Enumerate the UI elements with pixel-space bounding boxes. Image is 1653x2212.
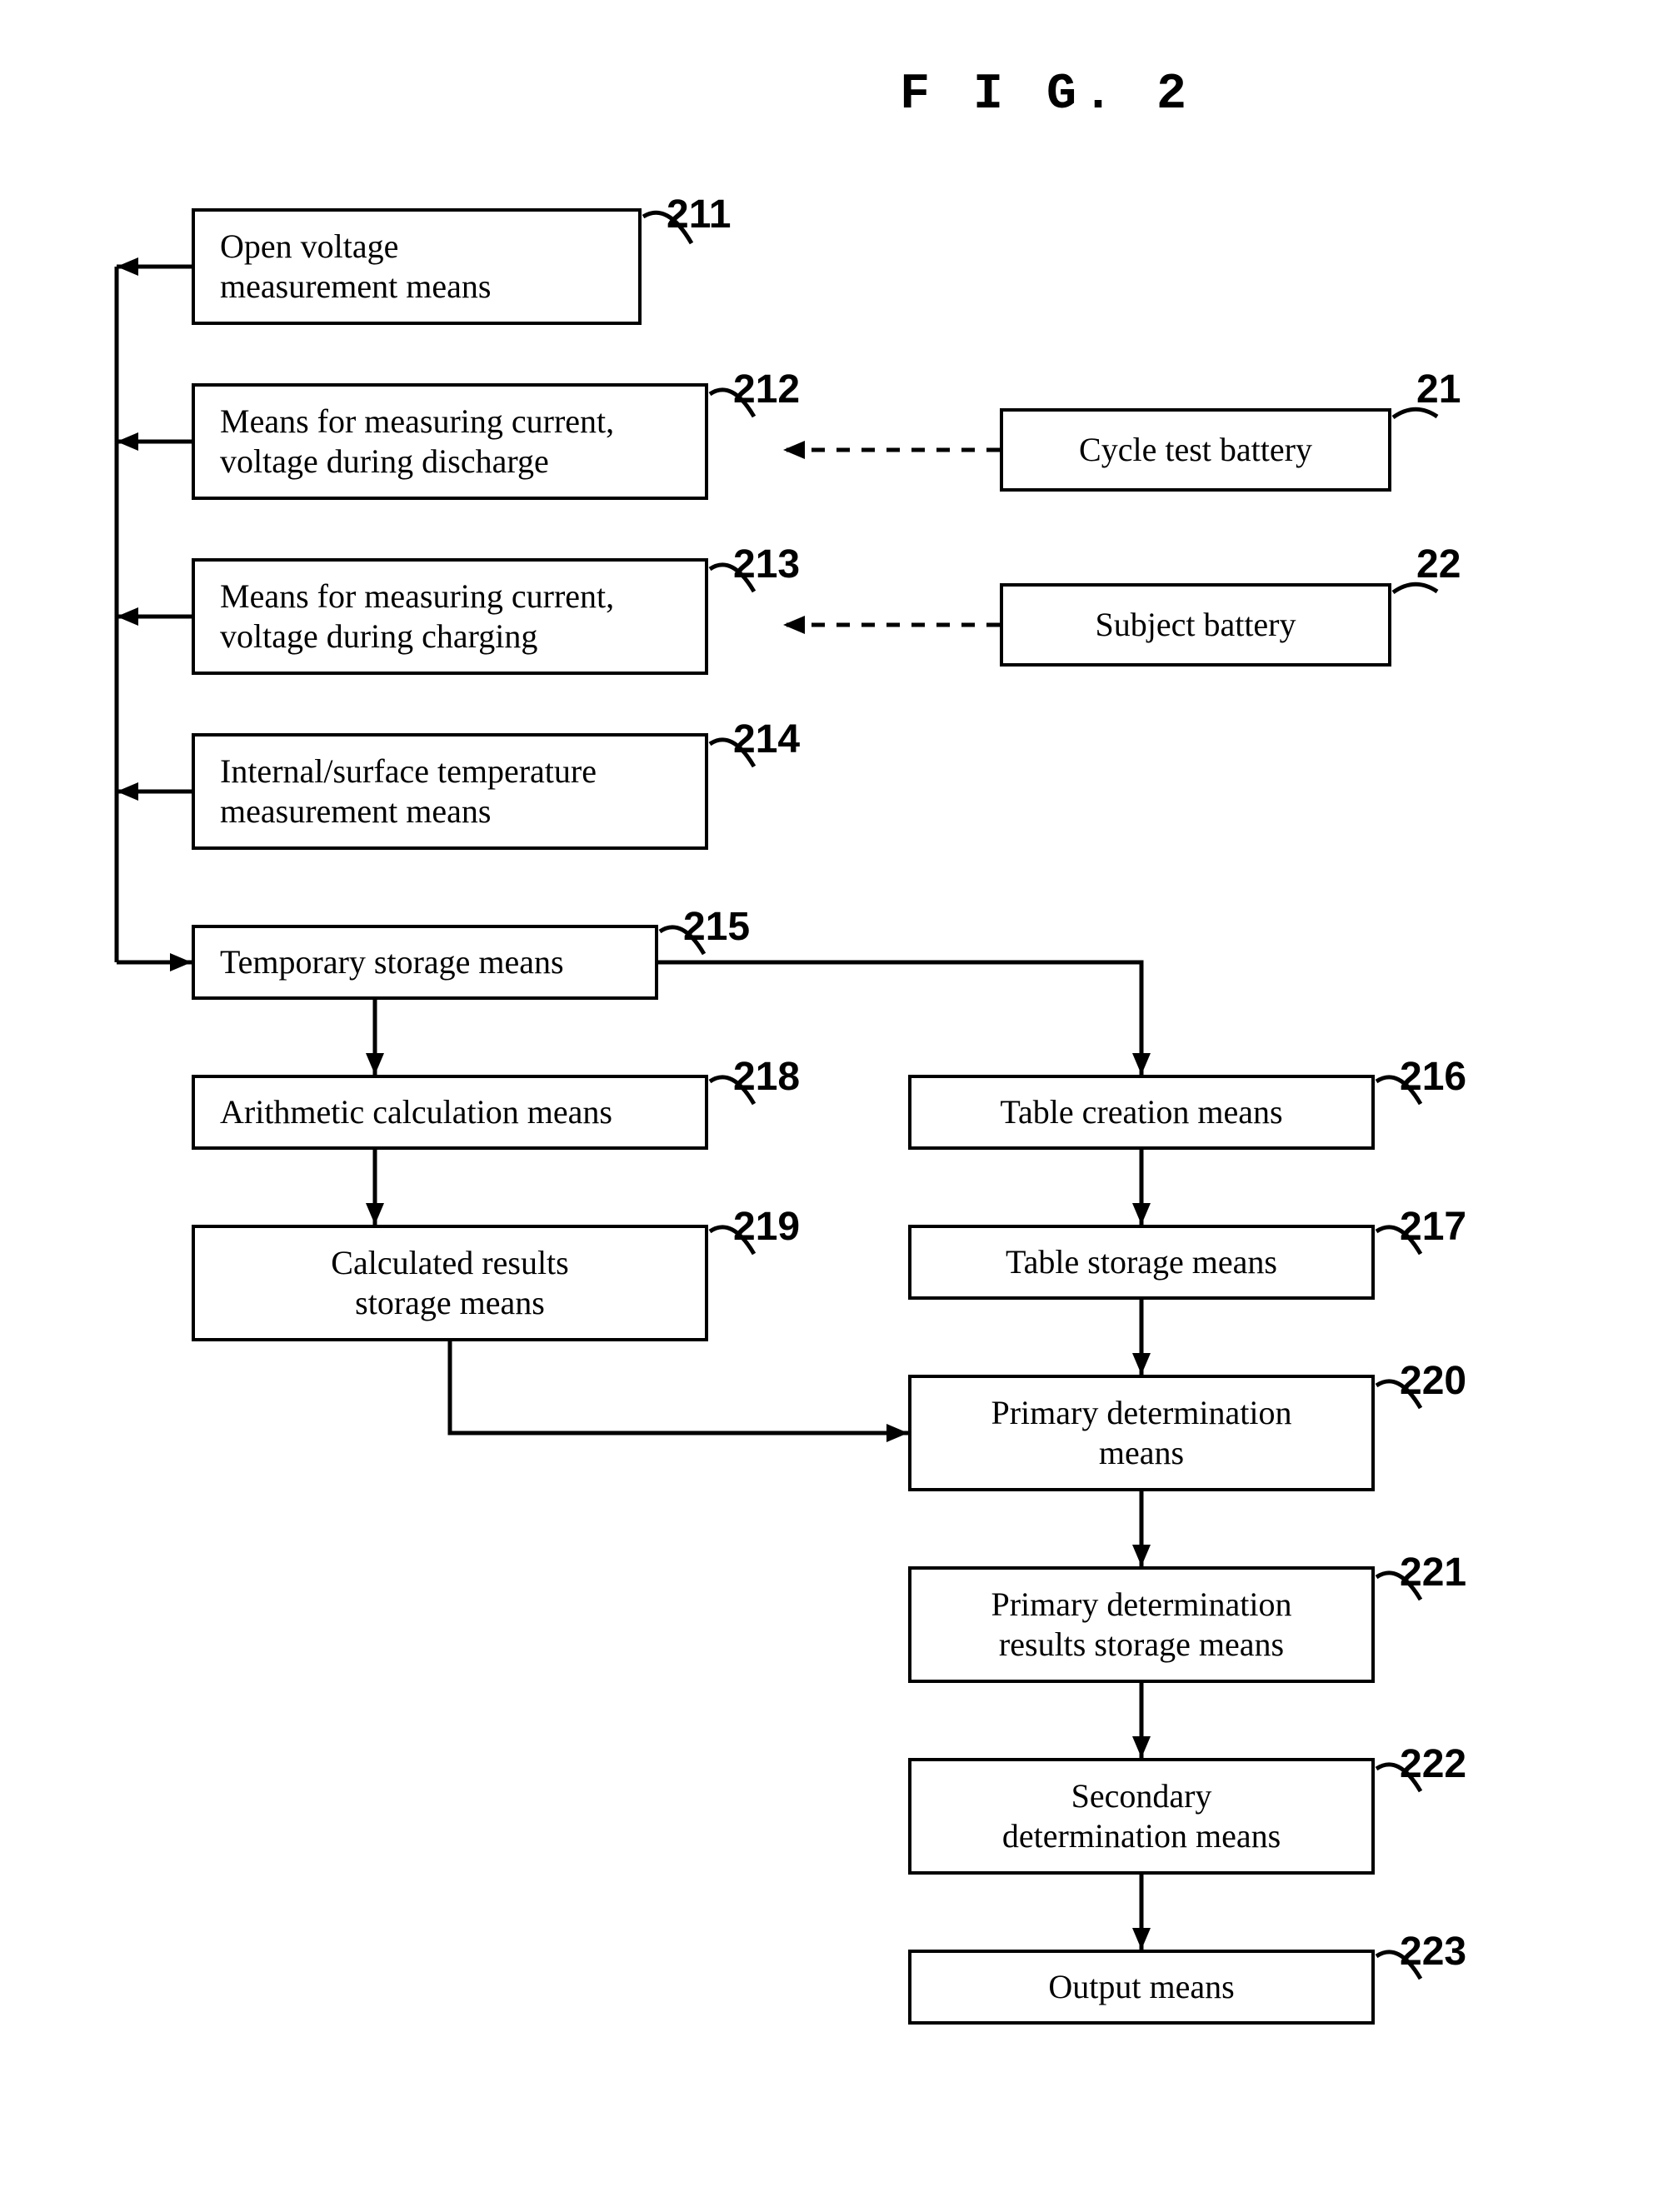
node-label: Open voltagemeasurement means [220,227,491,307]
node-n213: Means for measuring current,voltage duri… [192,558,708,675]
node-n215: Temporary storage means [192,925,658,1000]
figure-title: F I G. 2 [900,67,1193,123]
node-label: Table creation means [1000,1092,1282,1132]
ref-212: 212 [733,367,800,412]
node-n220: Primary determinationmeans [908,1375,1375,1491]
ref-222: 222 [1400,1741,1466,1787]
ref-216: 216 [1400,1054,1466,1100]
node-label: Calculated resultsstorage means [331,1243,568,1323]
node-label: Cycle test battery [1079,430,1312,470]
node-label: Internal/surface temperaturemeasurement … [220,751,597,831]
node-n217: Table storage means [908,1225,1375,1300]
node-label: Primary determinationresults storage mea… [991,1585,1291,1665]
ref-214: 214 [733,717,800,762]
node-n22: Subject battery [1000,583,1391,667]
node-n223: Output means [908,1950,1375,2025]
ref-220: 220 [1400,1358,1466,1404]
ref-221: 221 [1400,1550,1466,1595]
node-label: Output means [1048,1967,1234,2007]
node-n222: Secondarydetermination means [908,1758,1375,1875]
ref-213: 213 [733,542,800,587]
node-n212: Means for measuring current,voltage duri… [192,383,708,500]
node-n219: Calculated resultsstorage means [192,1225,708,1341]
node-n221: Primary determinationresults storage mea… [908,1566,1375,1683]
node-label: Temporary storage means [220,942,564,982]
ref-22: 22 [1416,542,1461,587]
ref-223: 223 [1400,1929,1466,1975]
figure-canvas: F I G. 2 Open voltagemeasurement means 21… [0,0,1653,2212]
node-n21: Cycle test battery [1000,408,1391,492]
node-n214: Internal/surface temperaturemeasurement … [192,733,708,850]
node-label: Means for measuring current,voltage duri… [220,402,614,482]
node-label: Primary determinationmeans [991,1393,1291,1473]
ref-217: 217 [1400,1204,1466,1250]
ref-219: 219 [733,1204,800,1250]
node-n218: Arithmetic calculation means [192,1075,708,1150]
node-n216: Table creation means [908,1075,1375,1150]
node-n211: Open voltagemeasurement means [192,208,642,325]
node-label: Means for measuring current,voltage duri… [220,577,614,657]
node-label: Subject battery [1095,605,1296,645]
ref-211: 211 [667,192,731,237]
ref-218: 218 [733,1054,800,1100]
node-label: Secondarydetermination means [1002,1776,1281,1856]
node-label: Table storage means [1006,1242,1277,1282]
ref-21: 21 [1416,367,1461,412]
node-label: Arithmetic calculation means [220,1092,612,1132]
ref-215: 215 [683,904,750,950]
